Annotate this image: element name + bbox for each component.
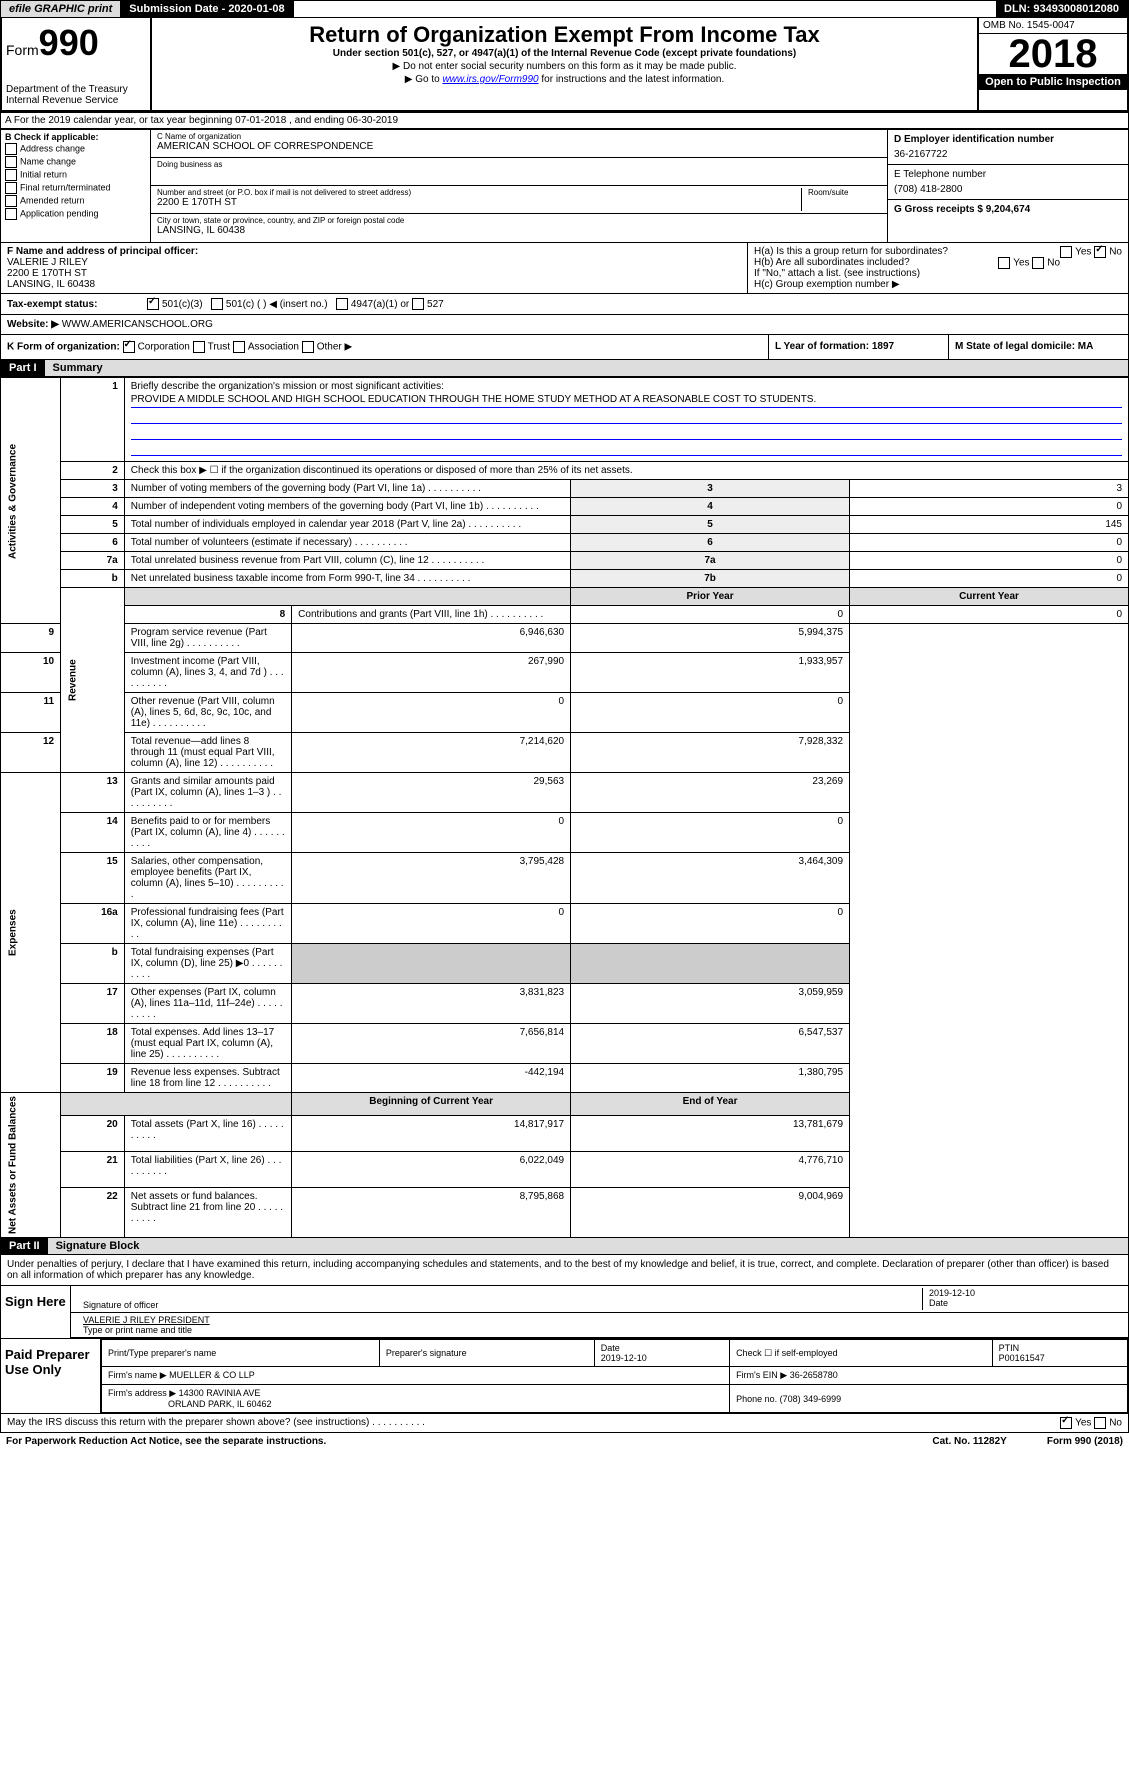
- checkbox-final-return[interactable]: Final return/terminated: [5, 182, 146, 194]
- room-label: Room/suite: [808, 188, 881, 197]
- checkbox-amended[interactable]: Amended return: [5, 195, 146, 207]
- main-info-block: B Check if applicable: Address change Na…: [0, 129, 1129, 243]
- checkbox-discuss-yes[interactable]: [1060, 1417, 1072, 1429]
- side-label-revenue: Revenue: [61, 588, 125, 773]
- checkbox-other[interactable]: [302, 341, 314, 353]
- submission-date: Submission Date - 2020-01-08: [121, 1, 293, 17]
- dba-label: Doing business as: [157, 160, 881, 169]
- paid-preparer-label: Paid Preparer Use Only: [1, 1339, 101, 1413]
- footer-row: For Paperwork Reduction Act Notice, see …: [0, 1433, 1129, 1450]
- form-header: Form990 Department of the Treasury Inter…: [0, 18, 1129, 112]
- side-label-governance: Activities & Governance: [1, 378, 61, 624]
- section-a-dates: A For the 2019 calendar year, or tax yea…: [0, 112, 1129, 129]
- state-domicile: M State of legal domicile: MA: [948, 335, 1128, 359]
- gross-receipts: G Gross receipts $ 9,204,674: [894, 204, 1122, 215]
- part-1-header: Part I Summary: [0, 360, 1129, 377]
- form-subtitle: Under section 501(c), 527, or 4947(a)(1)…: [160, 48, 969, 59]
- signature-section: Under penalties of perjury, I declare th…: [0, 1255, 1129, 1414]
- checkbox-discuss-no[interactable]: [1094, 1417, 1106, 1429]
- inspection-badge: Open to Public Inspection: [979, 74, 1127, 90]
- checkbox-pending[interactable]: Application pending: [5, 208, 146, 220]
- principal-officer: F Name and address of principal officer:…: [1, 243, 748, 293]
- checkbox-trust[interactable]: [193, 341, 205, 353]
- side-label-netassets: Net Assets or Fund Balances: [1, 1093, 61, 1238]
- checkbox-assoc[interactable]: [233, 341, 245, 353]
- checkbox-address-change[interactable]: Address change: [5, 143, 146, 155]
- officer-group-row: F Name and address of principal officer:…: [0, 243, 1129, 294]
- addr-label: Number and street (or P.O. box if mail i…: [157, 188, 801, 197]
- part-2-header: Part II Signature Block: [0, 1238, 1129, 1255]
- side-label-expenses: Expenses: [1, 773, 61, 1093]
- discuss-row: May the IRS discuss this return with the…: [0, 1414, 1129, 1433]
- summary-table: Activities & Governance 1 Briefly descri…: [0, 377, 1129, 1238]
- irs-link[interactable]: www.irs.gov/Form990: [442, 74, 538, 85]
- form-title: Return of Organization Exempt From Incom…: [160, 22, 969, 48]
- k-row: K Form of organization: Corporation Trus…: [0, 335, 1129, 360]
- efile-button[interactable]: efile GRAPHIC print: [1, 1, 121, 17]
- city-label: City or town, state or province, country…: [157, 216, 881, 225]
- tax-status-row: Tax-exempt status: 501(c)(3) 501(c) ( ) …: [0, 294, 1129, 315]
- tax-year: 2018: [979, 34, 1127, 74]
- checkbox-name-change[interactable]: Name change: [5, 156, 146, 168]
- phone-value: (708) 418-2800: [894, 184, 1122, 195]
- column-c: C Name of organization AMERICAN SCHOOL O…: [151, 130, 888, 242]
- website-value: WWW.AMERICANSCHOOL.ORG: [62, 319, 213, 330]
- group-return-block: H(a) Is this a group return for subordin…: [748, 243, 1128, 293]
- ein-value: 36-2167722: [894, 149, 1122, 160]
- checkbox-initial-return[interactable]: Initial return: [5, 169, 146, 181]
- preparer-table: Print/Type preparer's name Preparer's si…: [101, 1339, 1128, 1413]
- checkbox-527[interactable]: [412, 298, 424, 310]
- col-b-title: B Check if applicable:: [5, 132, 146, 142]
- checkbox-501c3[interactable]: [147, 298, 159, 310]
- form-number: Form990: [6, 22, 146, 64]
- column-b: B Check if applicable: Address change Na…: [1, 130, 151, 242]
- org-name: AMERICAN SCHOOL OF CORRESPONDENCE: [157, 141, 881, 152]
- org-address: 2200 E 170TH ST: [157, 197, 801, 208]
- ein-label: D Employer identification number: [894, 134, 1122, 145]
- checkbox-corp[interactable]: [123, 341, 135, 353]
- privacy-notice: ▶ Do not enter social security numbers o…: [160, 61, 969, 72]
- phone-label: E Telephone number: [894, 169, 1122, 180]
- website-row: Website: ▶ WWW.AMERICANSCHOOL.ORG: [0, 315, 1129, 335]
- top-bar: efile GRAPHIC print Submission Date - 20…: [0, 0, 1129, 18]
- mission-text: PROVIDE A MIDDLE SCHOOL AND HIGH SCHOOL …: [131, 394, 1122, 408]
- year-formation: L Year of formation: 1897: [768, 335, 948, 359]
- perjury-text: Under penalties of perjury, I declare th…: [1, 1255, 1128, 1285]
- checkbox-501c[interactable]: [211, 298, 223, 310]
- column-d: D Employer identification number 36-2167…: [888, 130, 1128, 242]
- org-name-label: C Name of organization: [157, 132, 881, 141]
- instructions-link-row: ▶ Go to www.irs.gov/Form990 for instruct…: [160, 74, 969, 85]
- checkbox-4947[interactable]: [336, 298, 348, 310]
- sign-here-label: Sign Here: [1, 1286, 71, 1338]
- org-city: LANSING, IL 60438: [157, 225, 881, 236]
- dept-treasury: Department of the Treasury Internal Reve…: [6, 84, 146, 106]
- dln-number: DLN: 93493008012080: [996, 1, 1128, 17]
